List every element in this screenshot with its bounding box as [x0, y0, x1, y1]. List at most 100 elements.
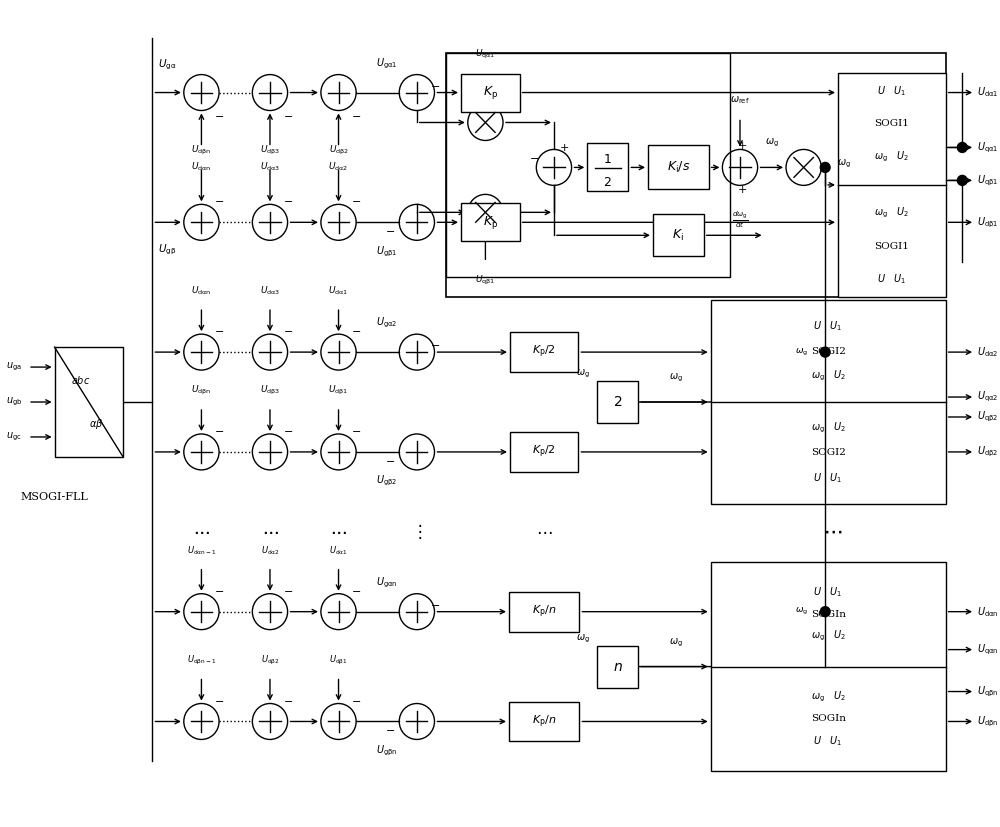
Text: $\omega_{\rm g}\quad U_2$: $\omega_{\rm g}\quad U_2$ — [874, 206, 909, 220]
Text: $-$: $-$ — [214, 695, 224, 705]
Text: $U\quad U_1$: $U\quad U_1$ — [813, 471, 843, 485]
Text: $U_{\rm d\beta 3}$: $U_{\rm d\beta 3}$ — [260, 384, 280, 397]
Bar — [648, 146, 709, 189]
Text: $\cdots$: $\cdots$ — [330, 523, 347, 540]
Text: $K_{\rm p}/n$: $K_{\rm p}/n$ — [532, 604, 556, 620]
Bar — [509, 701, 579, 742]
Text: $U_{\rm d\alpha 2}$: $U_{\rm d\alpha 2}$ — [261, 544, 279, 557]
Circle shape — [820, 607, 830, 617]
Text: $U_{\rm q\beta 2}$: $U_{\rm q\beta 2}$ — [977, 410, 998, 424]
Text: $\alpha\beta$: $\alpha\beta$ — [89, 417, 104, 431]
Text: $-$: $-$ — [351, 585, 361, 595]
Text: $K_{\rm p}/2$: $K_{\rm p}/2$ — [532, 444, 556, 460]
Text: $U_{\rm q\alpha 2}$: $U_{\rm q\alpha 2}$ — [977, 390, 998, 404]
Text: $U_{\rm d\alpha 3}$: $U_{\rm d\alpha 3}$ — [260, 160, 280, 173]
Text: $U_{\rm d\alpha n-1}$: $U_{\rm d\alpha n-1}$ — [187, 544, 216, 557]
Bar — [510, 432, 578, 472]
Bar — [653, 214, 704, 256]
Circle shape — [957, 175, 967, 185]
Text: $U_{\rm q\alpha 1}$: $U_{\rm q\alpha 1}$ — [475, 47, 496, 60]
Text: $K_{\rm i}/s$: $K_{\rm i}/s$ — [667, 160, 690, 175]
Text: $U_{\rm d\beta n}$: $U_{\rm d\beta n}$ — [191, 145, 212, 157]
Text: $-$: $-$ — [214, 109, 224, 120]
Text: $-$: $-$ — [283, 695, 293, 705]
Text: $\omega_{\rm g}$: $\omega_{\rm g}$ — [576, 368, 590, 380]
Circle shape — [820, 347, 830, 357]
Text: $\cdots$: $\cdots$ — [193, 523, 210, 540]
Text: $\cdots$: $\cdots$ — [262, 523, 278, 540]
Text: $U_{\rm d\beta n-1}$: $U_{\rm d\beta n-1}$ — [187, 653, 216, 667]
Text: $\cdots$: $\cdots$ — [536, 523, 552, 540]
Text: $U_{\rm g\alpha n}$: $U_{\rm g\alpha n}$ — [376, 576, 397, 590]
Text: $U_{\rm d\beta 3}$: $U_{\rm d\beta 3}$ — [260, 145, 280, 157]
Text: $\omega_{\rm g}\quad U_2$: $\omega_{\rm g}\quad U_2$ — [811, 369, 846, 383]
Text: $-$: $-$ — [351, 425, 361, 435]
Text: $\omega_{\rm g}\quad U_2$: $\omega_{\rm g}\quad U_2$ — [811, 421, 846, 435]
Text: $-$: $-$ — [430, 79, 440, 89]
Text: $\omega_{\rm g}\quad U_2$: $\omega_{\rm g}\quad U_2$ — [811, 629, 846, 643]
Text: $\omega_{\rm g}$: $\omega_{\rm g}$ — [669, 371, 682, 384]
Text: $+$: $+$ — [559, 142, 569, 153]
Text: $\frac{d\omega_{\rm g}}{dt}$: $\frac{d\omega_{\rm g}}{dt}$ — [732, 209, 748, 230]
Text: $\cdots$: $\cdots$ — [262, 523, 278, 540]
Text: $U_{\rm d\beta n}$: $U_{\rm d\beta n}$ — [977, 715, 999, 729]
Text: $K_{\rm p}/2$: $K_{\rm p}/2$ — [532, 344, 556, 361]
Text: $U\quad U_1$: $U\quad U_1$ — [877, 84, 906, 98]
Text: $U_{\rm d\beta 2}$: $U_{\rm d\beta 2}$ — [261, 653, 279, 667]
Text: $-$: $-$ — [385, 225, 395, 236]
Text: $U_{\rm d\alpha 1}$: $U_{\rm d\alpha 1}$ — [329, 544, 348, 557]
Text: $U_{\rm g\alpha 1}$: $U_{\rm g\alpha 1}$ — [376, 56, 397, 70]
Text: $-$: $-$ — [385, 455, 395, 465]
Text: $U_{\rm d\beta 1}$: $U_{\rm d\beta 1}$ — [977, 215, 998, 230]
Text: $U_{\rm g\beta 1}$: $U_{\rm g\beta 1}$ — [376, 244, 397, 259]
Text: $-$: $-$ — [385, 724, 395, 734]
Text: $U_{\rm d\beta n}$: $U_{\rm d\beta n}$ — [191, 384, 212, 397]
Text: $-$: $-$ — [283, 195, 293, 205]
Text: $-$: $-$ — [214, 585, 224, 595]
Text: $u_{\rm ga}$: $u_{\rm ga}$ — [6, 361, 22, 373]
Text: $-$: $-$ — [351, 109, 361, 120]
Text: $U_{\rm d\beta 1}$: $U_{\rm d\beta 1}$ — [329, 653, 348, 667]
Bar — [597, 381, 638, 423]
Text: $U_{\rm g\beta}$: $U_{\rm g\beta}$ — [158, 243, 176, 257]
Text: $U_{\rm g\beta n}$: $U_{\rm g\beta n}$ — [376, 743, 397, 758]
Text: $abc$: $abc$ — [71, 374, 91, 386]
Text: $\omega_{\rm g}$: $\omega_{\rm g}$ — [669, 636, 682, 648]
Text: $u_{\rm gb}$: $u_{\rm gb}$ — [6, 396, 23, 409]
Text: $\omega_{\rm g}\quad U_2$: $\omega_{\rm g}\quad U_2$ — [874, 150, 909, 164]
Text: $U\quad U_1$: $U\quad U_1$ — [813, 734, 843, 748]
Text: $-$: $-$ — [283, 425, 293, 435]
Circle shape — [957, 142, 967, 152]
Text: $U_{\rm d\alpha 1}$: $U_{\rm d\alpha 1}$ — [328, 284, 349, 297]
Text: $\cdots$: $\cdots$ — [823, 523, 843, 541]
Text: $U_{\rm d\alpha 3}$: $U_{\rm d\alpha 3}$ — [260, 284, 280, 297]
Text: $-$: $-$ — [430, 339, 440, 349]
Text: $-$: $-$ — [283, 585, 293, 595]
Text: $U\quad U_1$: $U\quad U_1$ — [813, 319, 843, 333]
Text: $\cdots$: $\cdots$ — [193, 523, 210, 540]
Text: $-$: $-$ — [214, 325, 224, 335]
Text: $\cdots$: $\cdots$ — [823, 523, 843, 541]
Circle shape — [820, 162, 830, 172]
Text: SOGI1: SOGI1 — [874, 241, 909, 251]
Text: $-$: $-$ — [351, 695, 361, 705]
Text: $-$: $-$ — [283, 325, 293, 335]
Bar — [509, 591, 579, 632]
Text: $\omega_{\rm g}$: $\omega_{\rm g}$ — [795, 347, 808, 357]
Text: $-$: $-$ — [351, 325, 361, 335]
Text: $-$: $-$ — [214, 195, 224, 205]
Text: $-$: $-$ — [283, 109, 293, 120]
Text: $\omega_{\rm g}\quad U_2$: $\omega_{\rm g}\quad U_2$ — [811, 690, 846, 705]
Text: SOGI2: SOGI2 — [811, 448, 846, 457]
Text: $U_{\rm d\alpha n}$: $U_{\rm d\alpha n}$ — [977, 605, 999, 619]
Text: SOGIn: SOGIn — [811, 609, 846, 619]
Text: $U_{\rm d\alpha 2}$: $U_{\rm d\alpha 2}$ — [977, 345, 998, 359]
Text: $n$: $n$ — [613, 660, 623, 673]
Text: $\omega_{\rm g}$: $\omega_{\rm g}$ — [576, 632, 590, 644]
Text: $\vdots$: $\vdots$ — [411, 523, 422, 542]
Text: $U\quad U_1$: $U\quad U_1$ — [877, 272, 906, 286]
Text: $U_{\rm d\alpha n}$: $U_{\rm d\alpha n}$ — [191, 160, 212, 173]
Text: $K_{\rm p}/n$: $K_{\rm p}/n$ — [532, 713, 556, 729]
Text: $K_{\rm p}$: $K_{\rm p}$ — [483, 84, 498, 101]
Text: SOGIn: SOGIn — [811, 715, 846, 724]
